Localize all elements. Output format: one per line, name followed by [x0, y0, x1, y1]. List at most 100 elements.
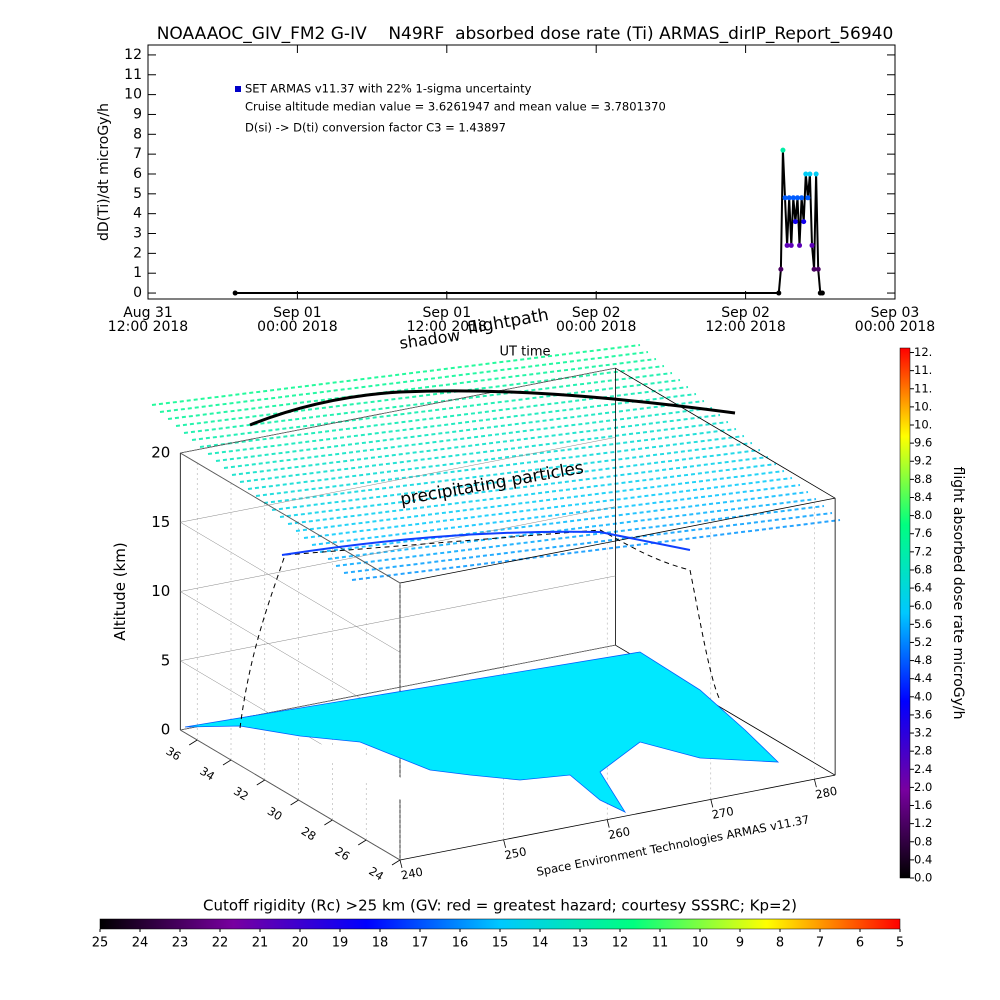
z-tick-label: 0 [161, 721, 171, 739]
y-tick-label: 32 [231, 784, 251, 804]
colorbar-tick-label: 16 [452, 936, 469, 951]
y-tick-label: 12 [124, 47, 142, 63]
z-tick-label: 20 [151, 444, 170, 462]
colorbar-tick-label: 8.4 [914, 490, 932, 504]
x-tick-label: Sep 01 [422, 305, 471, 321]
x-tick-label: Sep 01 [273, 305, 322, 321]
colorbar-tick-label: 17 [412, 936, 429, 951]
annotation: Cruise altitude median value = 3.6261947… [245, 100, 666, 114]
colorbar-tick-label: 6 [856, 936, 864, 951]
colorbar-tick-label: 21 [252, 936, 269, 951]
x-tick-label: 00:00 2018 [556, 319, 636, 335]
precip-stripe [295, 470, 785, 532]
grid-line [180, 575, 616, 661]
x-tick-label: Sep 03 [871, 305, 920, 321]
y-tick-label: 26 [333, 844, 353, 864]
flight-profile [239, 529, 721, 729]
y-tick-label: 36 [164, 744, 184, 764]
colorbar-tick-label: 0.0 [914, 871, 932, 885]
colorbar [99, 918, 901, 930]
box-edge [399, 774, 836, 861]
colorbar-tick-label: 4.4 [914, 671, 932, 685]
precip-stripe [319, 491, 809, 553]
colorbar-tick-label: 7.6 [914, 526, 932, 540]
z-axis-label: Altitude (km) [111, 542, 129, 640]
data-point [782, 195, 788, 201]
grid-line [180, 367, 616, 454]
precip-stripe [207, 393, 697, 455]
data-point [799, 195, 805, 201]
colorbar-tick-label: 1.6 [914, 798, 932, 812]
colorbar-tick-label: 7.2 [914, 544, 932, 558]
y-tick [188, 739, 198, 746]
precip-stripe [255, 435, 745, 497]
y-tick-label: 1 [133, 265, 142, 281]
precip-stripe [191, 379, 681, 441]
flight-shadow [249, 389, 736, 427]
data-point [819, 290, 825, 296]
data-point [792, 219, 798, 225]
y-tick-label: 0 [133, 285, 142, 301]
precip-stripe [183, 372, 673, 434]
z-tick-label: 15 [151, 513, 170, 531]
data-point [797, 242, 803, 248]
y-tick-label: 24 [366, 864, 386, 884]
grid-line [180, 506, 616, 592]
colorbar-tick-label: 4.8 [914, 653, 932, 667]
colorbar-label: Cutoff rigidity (Rc) >25 km (GV: red = g… [203, 897, 797, 915]
data-point [790, 195, 796, 201]
colorbar-tick-label: 25 [92, 936, 109, 951]
colorbar-tick-label: 0.8 [914, 834, 932, 848]
colorbar-tick-label: 14 [532, 936, 549, 951]
y-tick-label: 3 [133, 226, 142, 242]
x-tick-label: 280 [814, 784, 838, 802]
colorbar-tick-label: 3.6 [914, 707, 932, 721]
colorbar-tick-label: 1.2 [914, 816, 932, 830]
colorbar-tick-label: 18 [372, 936, 389, 951]
x-tick-label: 12:00 2018 [705, 319, 785, 335]
colorbar-tick-label: 9.2 [914, 454, 932, 468]
data-point [780, 147, 786, 153]
data-point [809, 242, 815, 248]
colorbar-tick-label: 11 [652, 936, 669, 951]
precip-stripe [151, 344, 641, 406]
box-edge [399, 497, 836, 584]
chart-title: NOAAAOC_GIV_FM2 G-IV N49RF absorbed dose… [157, 24, 894, 44]
x-tick-label: Sep 02 [721, 305, 770, 321]
data-point [788, 242, 794, 248]
gulf [300, 740, 470, 820]
flight-track [281, 530, 691, 556]
colorbar-tick-label: 10. [914, 418, 932, 432]
colorbar-tick-label: 20 [292, 936, 309, 951]
precip-stripe [167, 358, 657, 420]
x-tick-label: Aug 31 [123, 305, 173, 321]
y-tick-label: 5 [133, 186, 142, 202]
data-point [815, 266, 821, 272]
colorbar-tick-label: 10 [692, 936, 709, 951]
colorbar-tick-label: 8.0 [914, 508, 932, 522]
colorbar-tick-label: 10. [914, 399, 932, 413]
colorbar-tick-label: 9.6 [914, 436, 932, 450]
colorbar-tick-label: 11. [914, 363, 932, 377]
z-tick-label: 10 [151, 582, 170, 600]
colorbar-tick-label: 3.2 [914, 726, 932, 740]
x-tick-label: Sep 02 [572, 305, 621, 321]
y-tick-label: 4 [133, 206, 142, 222]
data-point [786, 195, 792, 201]
colorbar-tick-label: 12 [612, 936, 629, 951]
x-tick-label: 12:00 2018 [407, 319, 487, 335]
colorbar-tick-label: 6.8 [914, 562, 932, 576]
x-tick [814, 779, 817, 788]
colorbar-tick-label: 2.8 [914, 744, 932, 758]
colorbar-tick-label: 19 [332, 936, 349, 951]
data-point [778, 266, 784, 272]
land-map [184, 651, 780, 813]
precip-stripe [287, 463, 777, 525]
legend-label: SET ARMAS v11.37 with 22% 1-sigma uncert… [245, 82, 532, 96]
precip-stripe [263, 442, 753, 504]
colorbar-tick-label: 8.8 [914, 472, 932, 486]
y-tick-label: 30 [265, 804, 285, 824]
